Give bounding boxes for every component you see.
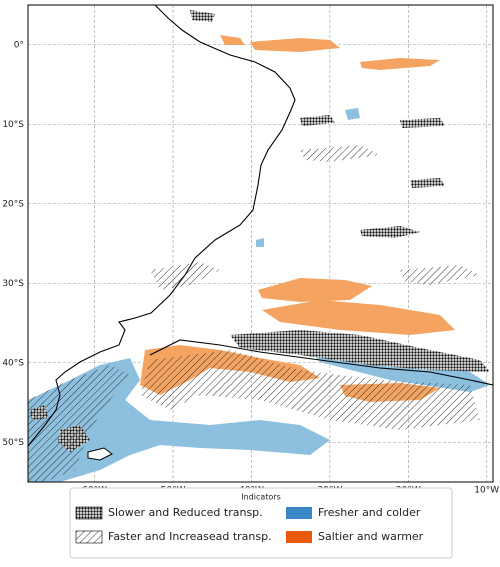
faster-region bbox=[28, 145, 480, 482]
legend-label: Fresher and colder bbox=[318, 506, 421, 519]
legend-swatch bbox=[75, 506, 103, 520]
y-tick-label: 50°S bbox=[2, 438, 24, 448]
fresher-region bbox=[256, 108, 360, 247]
y-tick-label: 10°S bbox=[2, 120, 24, 130]
faster-region bbox=[140, 350, 480, 430]
slower-region bbox=[230, 330, 490, 372]
legend-label: Saltier and warmer bbox=[318, 530, 424, 543]
legend-label: Faster and Increasead transp. bbox=[108, 530, 272, 543]
legend-swatch bbox=[286, 507, 312, 519]
island bbox=[87, 447, 113, 461]
map-frame bbox=[27, 4, 494, 483]
x-tick-label: 10°W bbox=[474, 486, 499, 496]
slower-region bbox=[30, 10, 445, 452]
legend-title: Indicators bbox=[241, 493, 281, 502]
legend-box bbox=[69, 487, 453, 559]
y-tick-label: 0° bbox=[14, 40, 24, 50]
legend-label: Slower and Reduced transp. bbox=[108, 506, 263, 519]
y-tick-label: 30°S bbox=[2, 279, 24, 289]
coastline bbox=[28, 5, 296, 447]
front-line bbox=[149, 339, 493, 386]
y-tick-label: 20°S bbox=[2, 199, 24, 209]
map-layers bbox=[28, 5, 493, 482]
legend-swatch bbox=[286, 531, 312, 543]
y-tick-label: 40°S bbox=[2, 358, 24, 368]
saltier-region bbox=[220, 35, 440, 70]
legend-swatch bbox=[75, 530, 103, 544]
saltier-region bbox=[258, 278, 455, 335]
